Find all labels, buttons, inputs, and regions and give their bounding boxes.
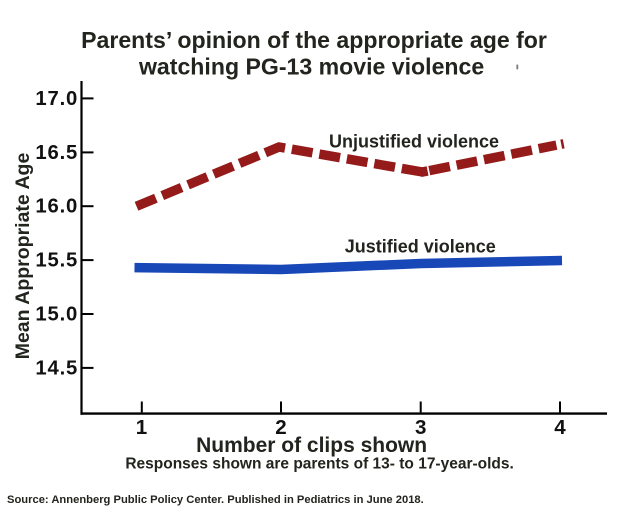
svg-text:16.5: 16.5 bbox=[35, 142, 78, 164]
svg-text:2: 2 bbox=[275, 416, 286, 439]
svg-text:Justified violence: Justified violence bbox=[345, 237, 496, 257]
svg-text:1: 1 bbox=[136, 416, 147, 439]
svg-text:15.0: 15.0 bbox=[35, 304, 78, 326]
svg-text:watching PG-13 movie violence: watching PG-13 movie violence bbox=[138, 54, 484, 80]
svg-text:Mean Appropriate Age: Mean Appropriate Age bbox=[12, 153, 34, 360]
svg-text:Responses shown are parents of: Responses shown are parents of 13- to 17… bbox=[125, 456, 513, 473]
svg-text:16.0: 16.0 bbox=[35, 196, 78, 218]
svg-text:Source: Annenberg Public Polic: Source: Annenberg Public Policy Center. … bbox=[7, 494, 424, 506]
svg-text:17.0: 17.0 bbox=[35, 88, 78, 110]
svg-text:14.5: 14.5 bbox=[35, 357, 78, 379]
svg-text:Unjustified violence: Unjustified violence bbox=[329, 132, 499, 152]
svg-text:3: 3 bbox=[415, 416, 426, 439]
svg-text:Parents’ opinion of the approp: Parents’ opinion of the appropriate age … bbox=[81, 27, 547, 53]
svg-text:4: 4 bbox=[554, 416, 566, 439]
svg-text:15.5: 15.5 bbox=[35, 250, 78, 272]
svg-text:Number of clips shown: Number of clips shown bbox=[196, 434, 427, 457]
